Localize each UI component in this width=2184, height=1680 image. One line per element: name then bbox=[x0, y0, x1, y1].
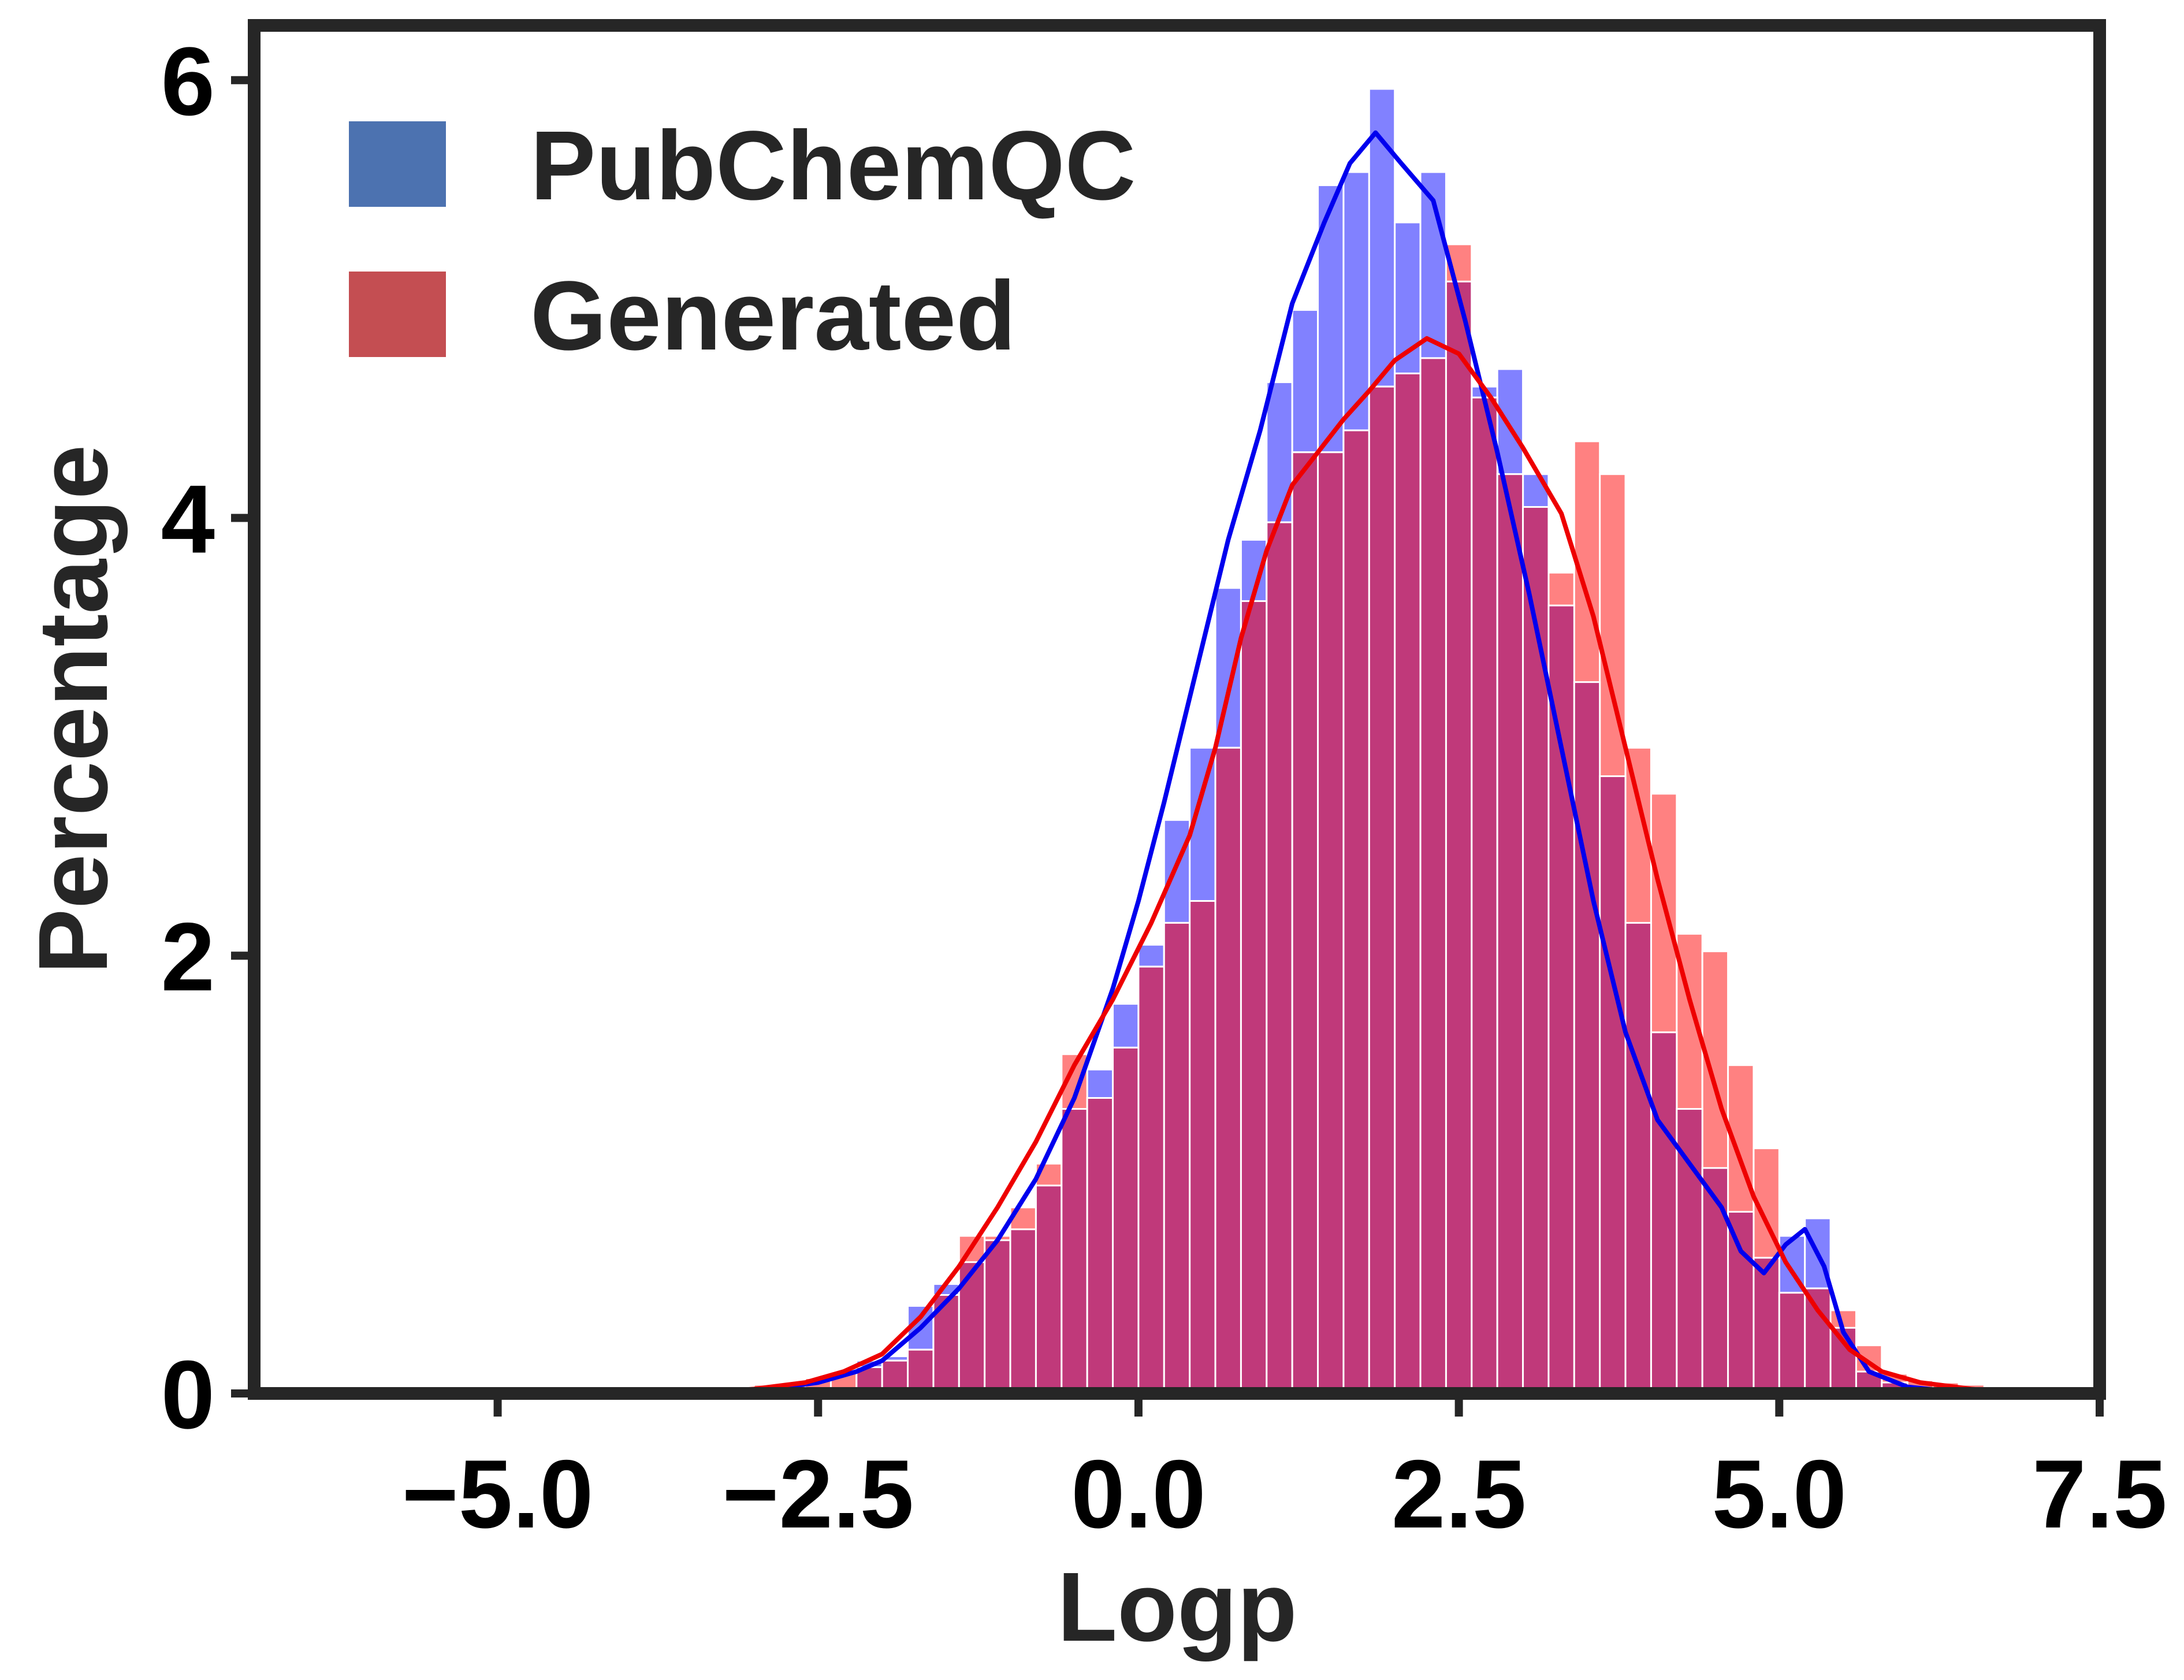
bar-overlap bbox=[1624, 921, 1652, 1395]
bar-overlap bbox=[1035, 1184, 1063, 1395]
y-tick-label: 4 bbox=[161, 464, 215, 573]
x-tick-label: 7.5 bbox=[2032, 1440, 2167, 1548]
bar-overlap bbox=[1445, 280, 1473, 1395]
y-tick-label: 6 bbox=[161, 27, 215, 136]
legend-label-generated: Generated bbox=[530, 261, 1016, 371]
y-axis-label: Percentage bbox=[18, 445, 128, 975]
bar-overlap bbox=[1240, 600, 1268, 1395]
bar-overlap bbox=[1009, 1228, 1037, 1395]
bar-overlap bbox=[907, 1348, 935, 1395]
bar-overlap bbox=[1804, 1287, 1832, 1395]
x-tick-label: −5.0 bbox=[402, 1440, 594, 1548]
legend-swatch-generated bbox=[349, 272, 446, 357]
bar-overlap bbox=[1778, 1292, 1806, 1395]
bar-overlap bbox=[1419, 357, 1447, 1395]
bar-overlap bbox=[1137, 965, 1165, 1395]
legend: PubChemQC Generated bbox=[349, 111, 1136, 371]
bar-overlap bbox=[1086, 1097, 1114, 1395]
axes: −5.0 −2.5 0.0 2.5 5.0 7.5 0 2 4 6 bbox=[161, 27, 2167, 1548]
x-tick-label: 0.0 bbox=[1071, 1440, 1206, 1548]
legend-label-pubchemqc: PubChemQC bbox=[530, 111, 1136, 221]
legend-swatch-pubchemqc bbox=[349, 121, 446, 207]
bar-overlap bbox=[1061, 1107, 1088, 1395]
bar-overlap bbox=[1189, 900, 1216, 1395]
bar-overlap bbox=[1829, 1326, 1857, 1395]
y-tick-label: 2 bbox=[161, 902, 215, 1011]
bar-overlap bbox=[1701, 1167, 1729, 1395]
plot-frame bbox=[248, 19, 2106, 1400]
bar-overlap bbox=[1650, 1031, 1678, 1395]
x-tick-label: 5.0 bbox=[1712, 1440, 1847, 1548]
x-tick-label: 2.5 bbox=[1391, 1440, 1527, 1548]
bar-overlap bbox=[1368, 385, 1396, 1395]
bar-overlap bbox=[1394, 372, 1422, 1395]
kde-line-generated bbox=[687, 336, 2025, 1396]
bar-overlap bbox=[1317, 451, 1345, 1395]
bar-overlap bbox=[932, 1294, 960, 1395]
bar-overlap bbox=[1676, 1107, 1703, 1395]
bar-overlap bbox=[1727, 1211, 1755, 1395]
bar-overlap bbox=[1471, 396, 1498, 1395]
bar-overlap bbox=[1112, 1046, 1140, 1395]
bar-overlap bbox=[1547, 604, 1575, 1395]
bar-overlap bbox=[1342, 429, 1370, 1395]
bar-overlap bbox=[1522, 506, 1550, 1395]
bar-overlap bbox=[1291, 451, 1319, 1395]
bar-overlap bbox=[1214, 746, 1242, 1395]
x-tick-label: −2.5 bbox=[722, 1440, 914, 1548]
y-tick-label: 0 bbox=[161, 1340, 215, 1449]
bar-overlap bbox=[1266, 521, 1293, 1395]
kde-line-pubchemqc bbox=[687, 130, 1974, 1396]
bar-overlap bbox=[1163, 921, 1191, 1395]
kde-curves bbox=[687, 130, 2025, 1396]
bar-overlap bbox=[1573, 681, 1601, 1395]
bar-overlap bbox=[1753, 1257, 1780, 1395]
x-axis-label: Logp bbox=[1057, 1552, 1297, 1662]
bar-overlap bbox=[1599, 775, 1627, 1395]
bar-overlap bbox=[984, 1239, 1011, 1395]
bar-overlap bbox=[1496, 473, 1524, 1395]
